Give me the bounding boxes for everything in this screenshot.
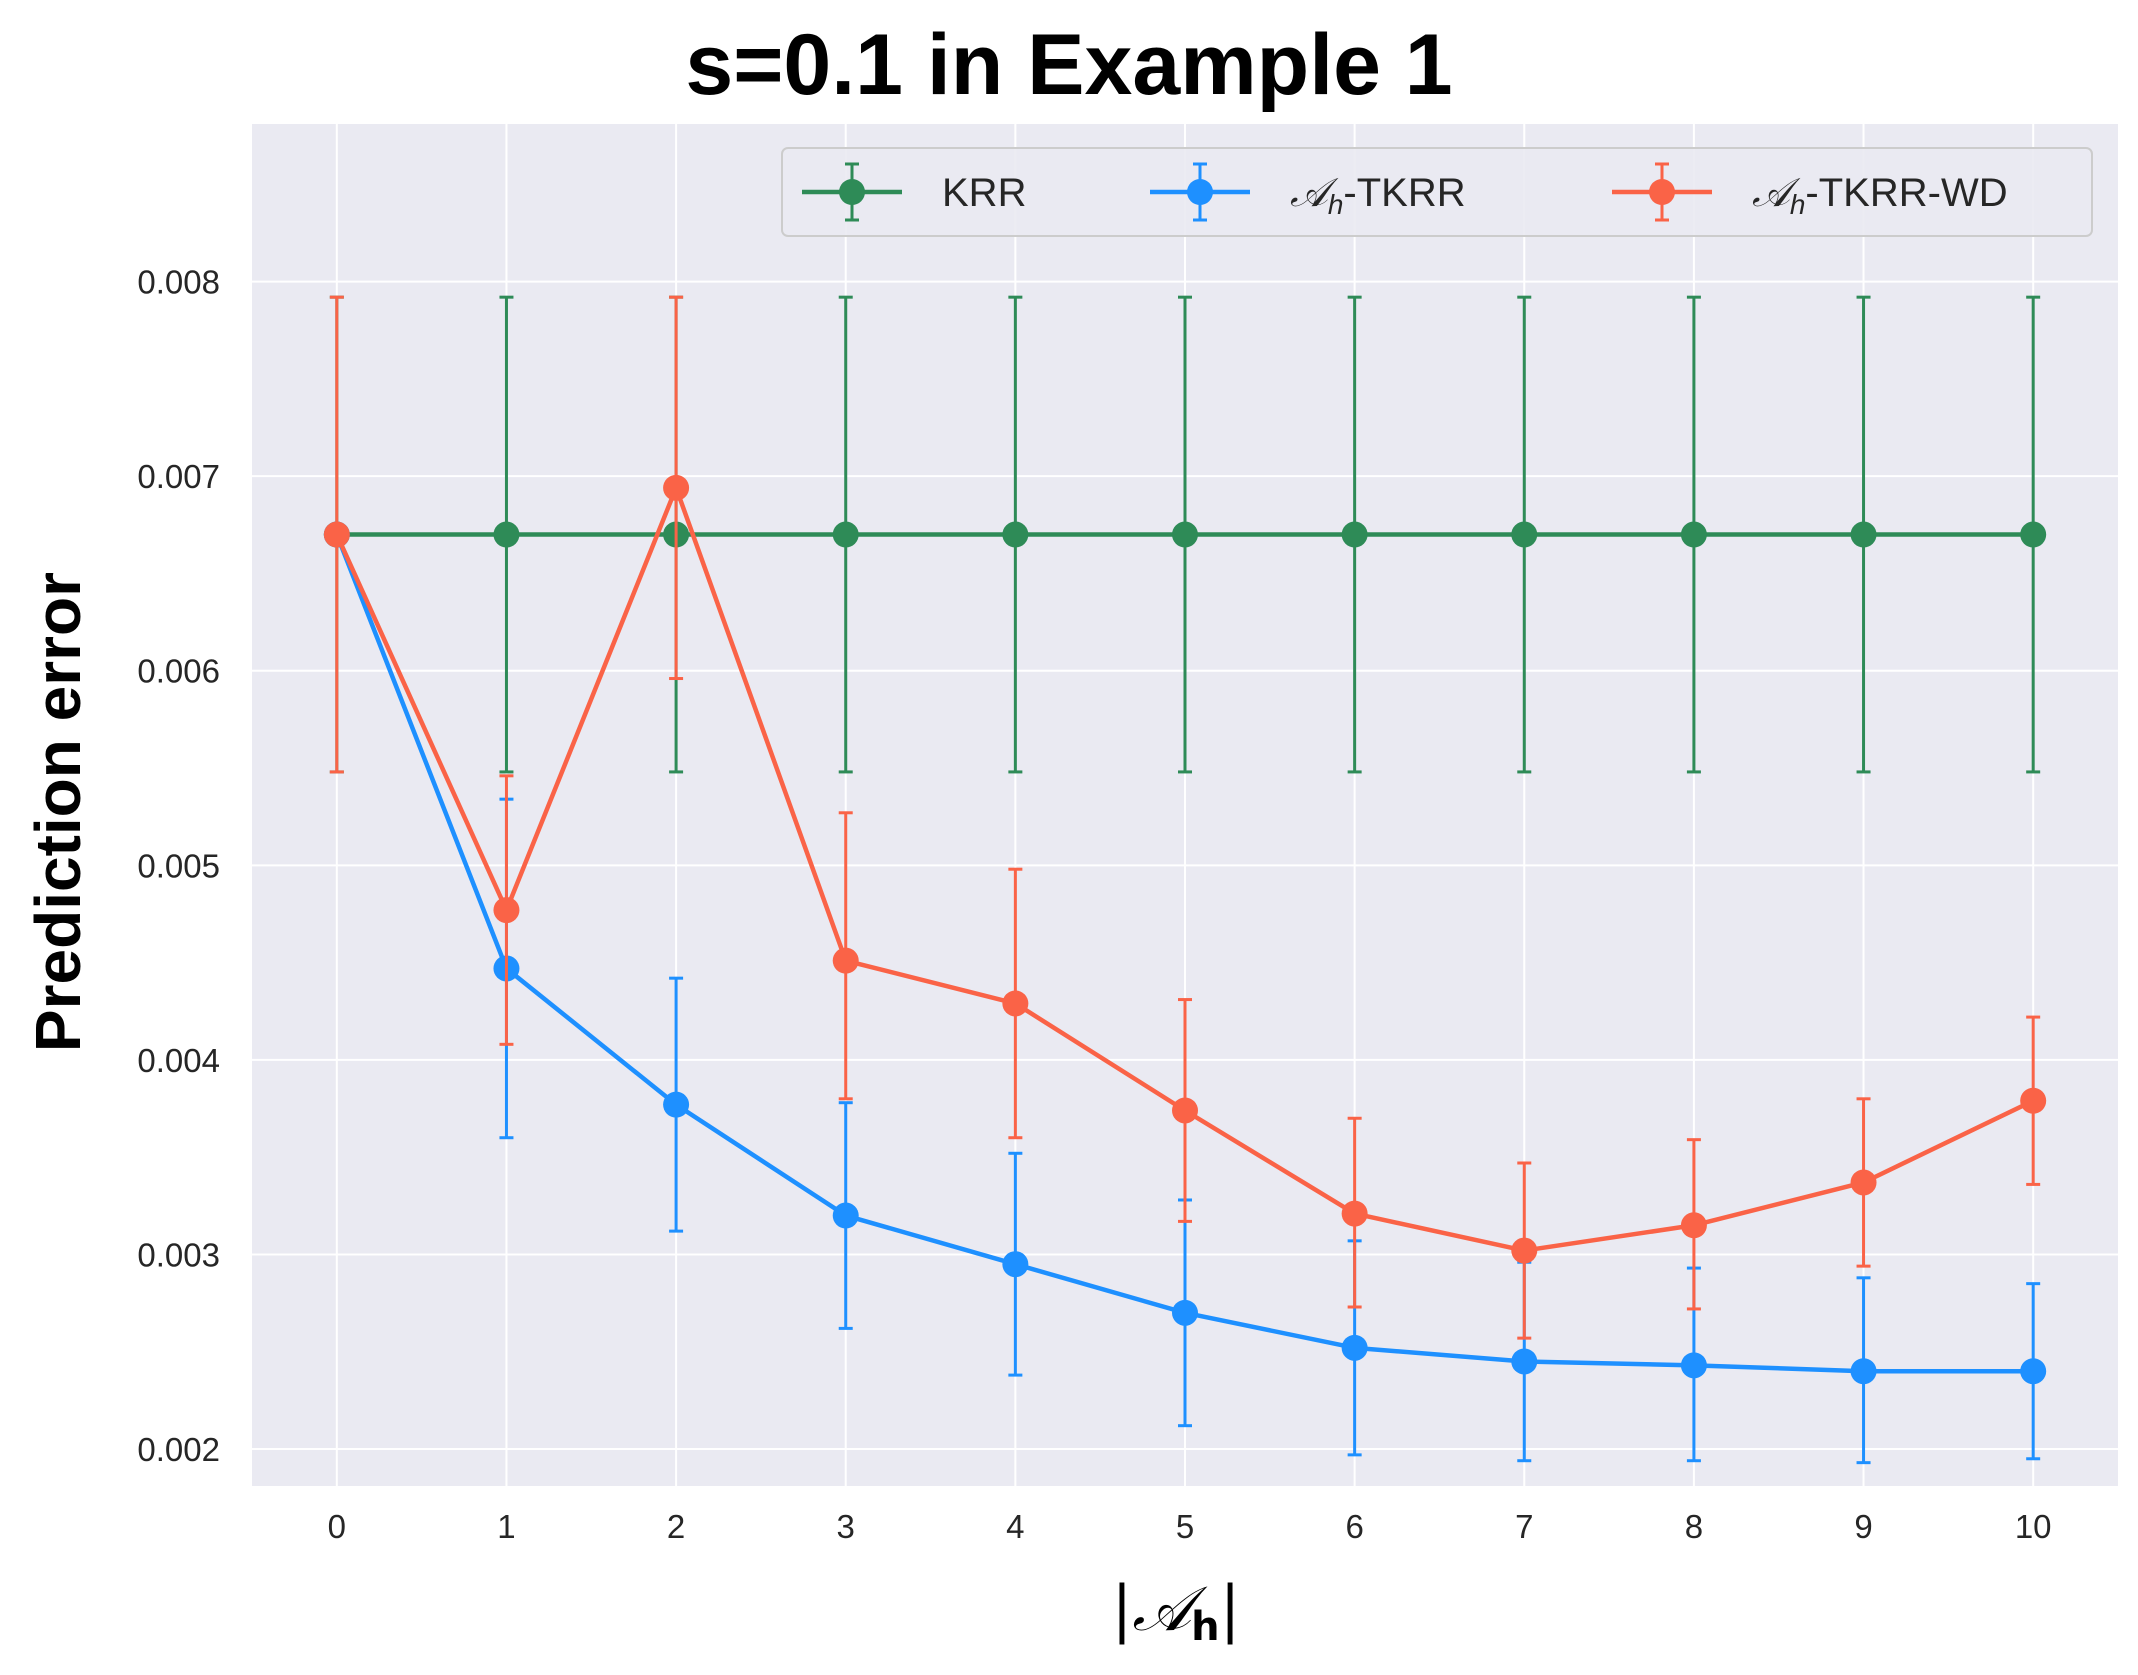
y-tick-label: 0.008 [137, 264, 220, 301]
data-point [323, 521, 350, 548]
legend-marker [839, 179, 865, 205]
x-tick-label: 5 [1176, 1508, 1194, 1545]
legend-label: KRR [942, 171, 1026, 215]
x-axis-label-script: 𝒜 [1132, 1572, 1192, 1645]
data-point [1680, 521, 1707, 548]
series-layer [323, 295, 2047, 1465]
data-point [1680, 1212, 1707, 1239]
y-tick-label: 0.005 [137, 847, 220, 884]
data-point [1680, 1352, 1707, 1379]
legend: KRR 𝒜h-TKRR 𝒜h-TKRR-WD [781, 147, 2093, 237]
data-point [1511, 521, 1538, 548]
data-point [1002, 1251, 1029, 1278]
data-point [1341, 521, 1368, 548]
chart-title: s=0.1 in Example 1 [685, 17, 1453, 113]
data-point [1511, 1237, 1538, 1264]
x-tick-label: 4 [1006, 1508, 1024, 1545]
data-point [1850, 1169, 1877, 1196]
tick-labels: 0 1 2 3 4 5 6 7 8 9 10 0.002 0.003 0.004 0.005 0.006 0.0… [137, 264, 2051, 1545]
x-tick-label: 0 [328, 1508, 346, 1545]
x-tick-label: 8 [1685, 1508, 1703, 1545]
data-point [1511, 1348, 1538, 1375]
data-point [493, 521, 520, 548]
data-point [1172, 1097, 1198, 1124]
x-tick-label: 3 [837, 1508, 855, 1545]
x-tick-label: 1 [497, 1508, 515, 1545]
y-tick-label: 0.002 [137, 1431, 220, 1468]
legend-box [781, 147, 2093, 237]
data-point [663, 474, 690, 501]
x-tick-label: 7 [1515, 1508, 1533, 1545]
y-tick-label: 0.004 [137, 1042, 220, 1079]
y-tick-label: 0.006 [137, 653, 220, 690]
legend-entry-2: 𝒜h-TKRR [1150, 162, 1466, 222]
data-point [2020, 1087, 2047, 1114]
legend-label-rest: -TKRR [1343, 171, 1465, 215]
data-point [2020, 1358, 2047, 1385]
legend-label-rest: -TKRR-WD [1805, 171, 2007, 215]
data-point [493, 897, 520, 924]
data-point [832, 1202, 859, 1229]
x-axis-label: |𝒜h| [1111, 1572, 1241, 1650]
data-point [1172, 521, 1198, 548]
data-point [1341, 1200, 1368, 1227]
series-3 [323, 295, 2047, 1340]
x-tick-label: 9 [1854, 1508, 1872, 1545]
data-point [1850, 521, 1877, 548]
data-point [1002, 990, 1029, 1017]
data-point [1850, 1358, 1877, 1385]
data-point [1341, 1334, 1368, 1361]
legend-label-subscript: h [1328, 189, 1344, 220]
legend-label-subscript: h [1790, 189, 1806, 220]
legend-marker [1187, 179, 1213, 205]
x-axis-label-subscript: h [1191, 1604, 1220, 1650]
legend-entry-1: KRR [802, 162, 1026, 222]
x-tick-label: 10 [2015, 1508, 2052, 1545]
x-tick-label: 2 [667, 1508, 685, 1545]
y-tick-label: 0.003 [137, 1236, 220, 1273]
data-point [832, 521, 859, 548]
data-point [663, 1091, 690, 1118]
x-tick-label: 6 [1345, 1508, 1363, 1545]
data-point [832, 947, 859, 974]
legend-marker [1649, 179, 1675, 205]
data-point [1002, 521, 1029, 548]
y-tick-label: 0.007 [137, 458, 220, 495]
legend-label: 𝒜h-TKRR [1290, 170, 1466, 220]
data-point [1172, 1299, 1198, 1326]
data-point [2020, 521, 2047, 548]
series-2 [323, 521, 2047, 1465]
